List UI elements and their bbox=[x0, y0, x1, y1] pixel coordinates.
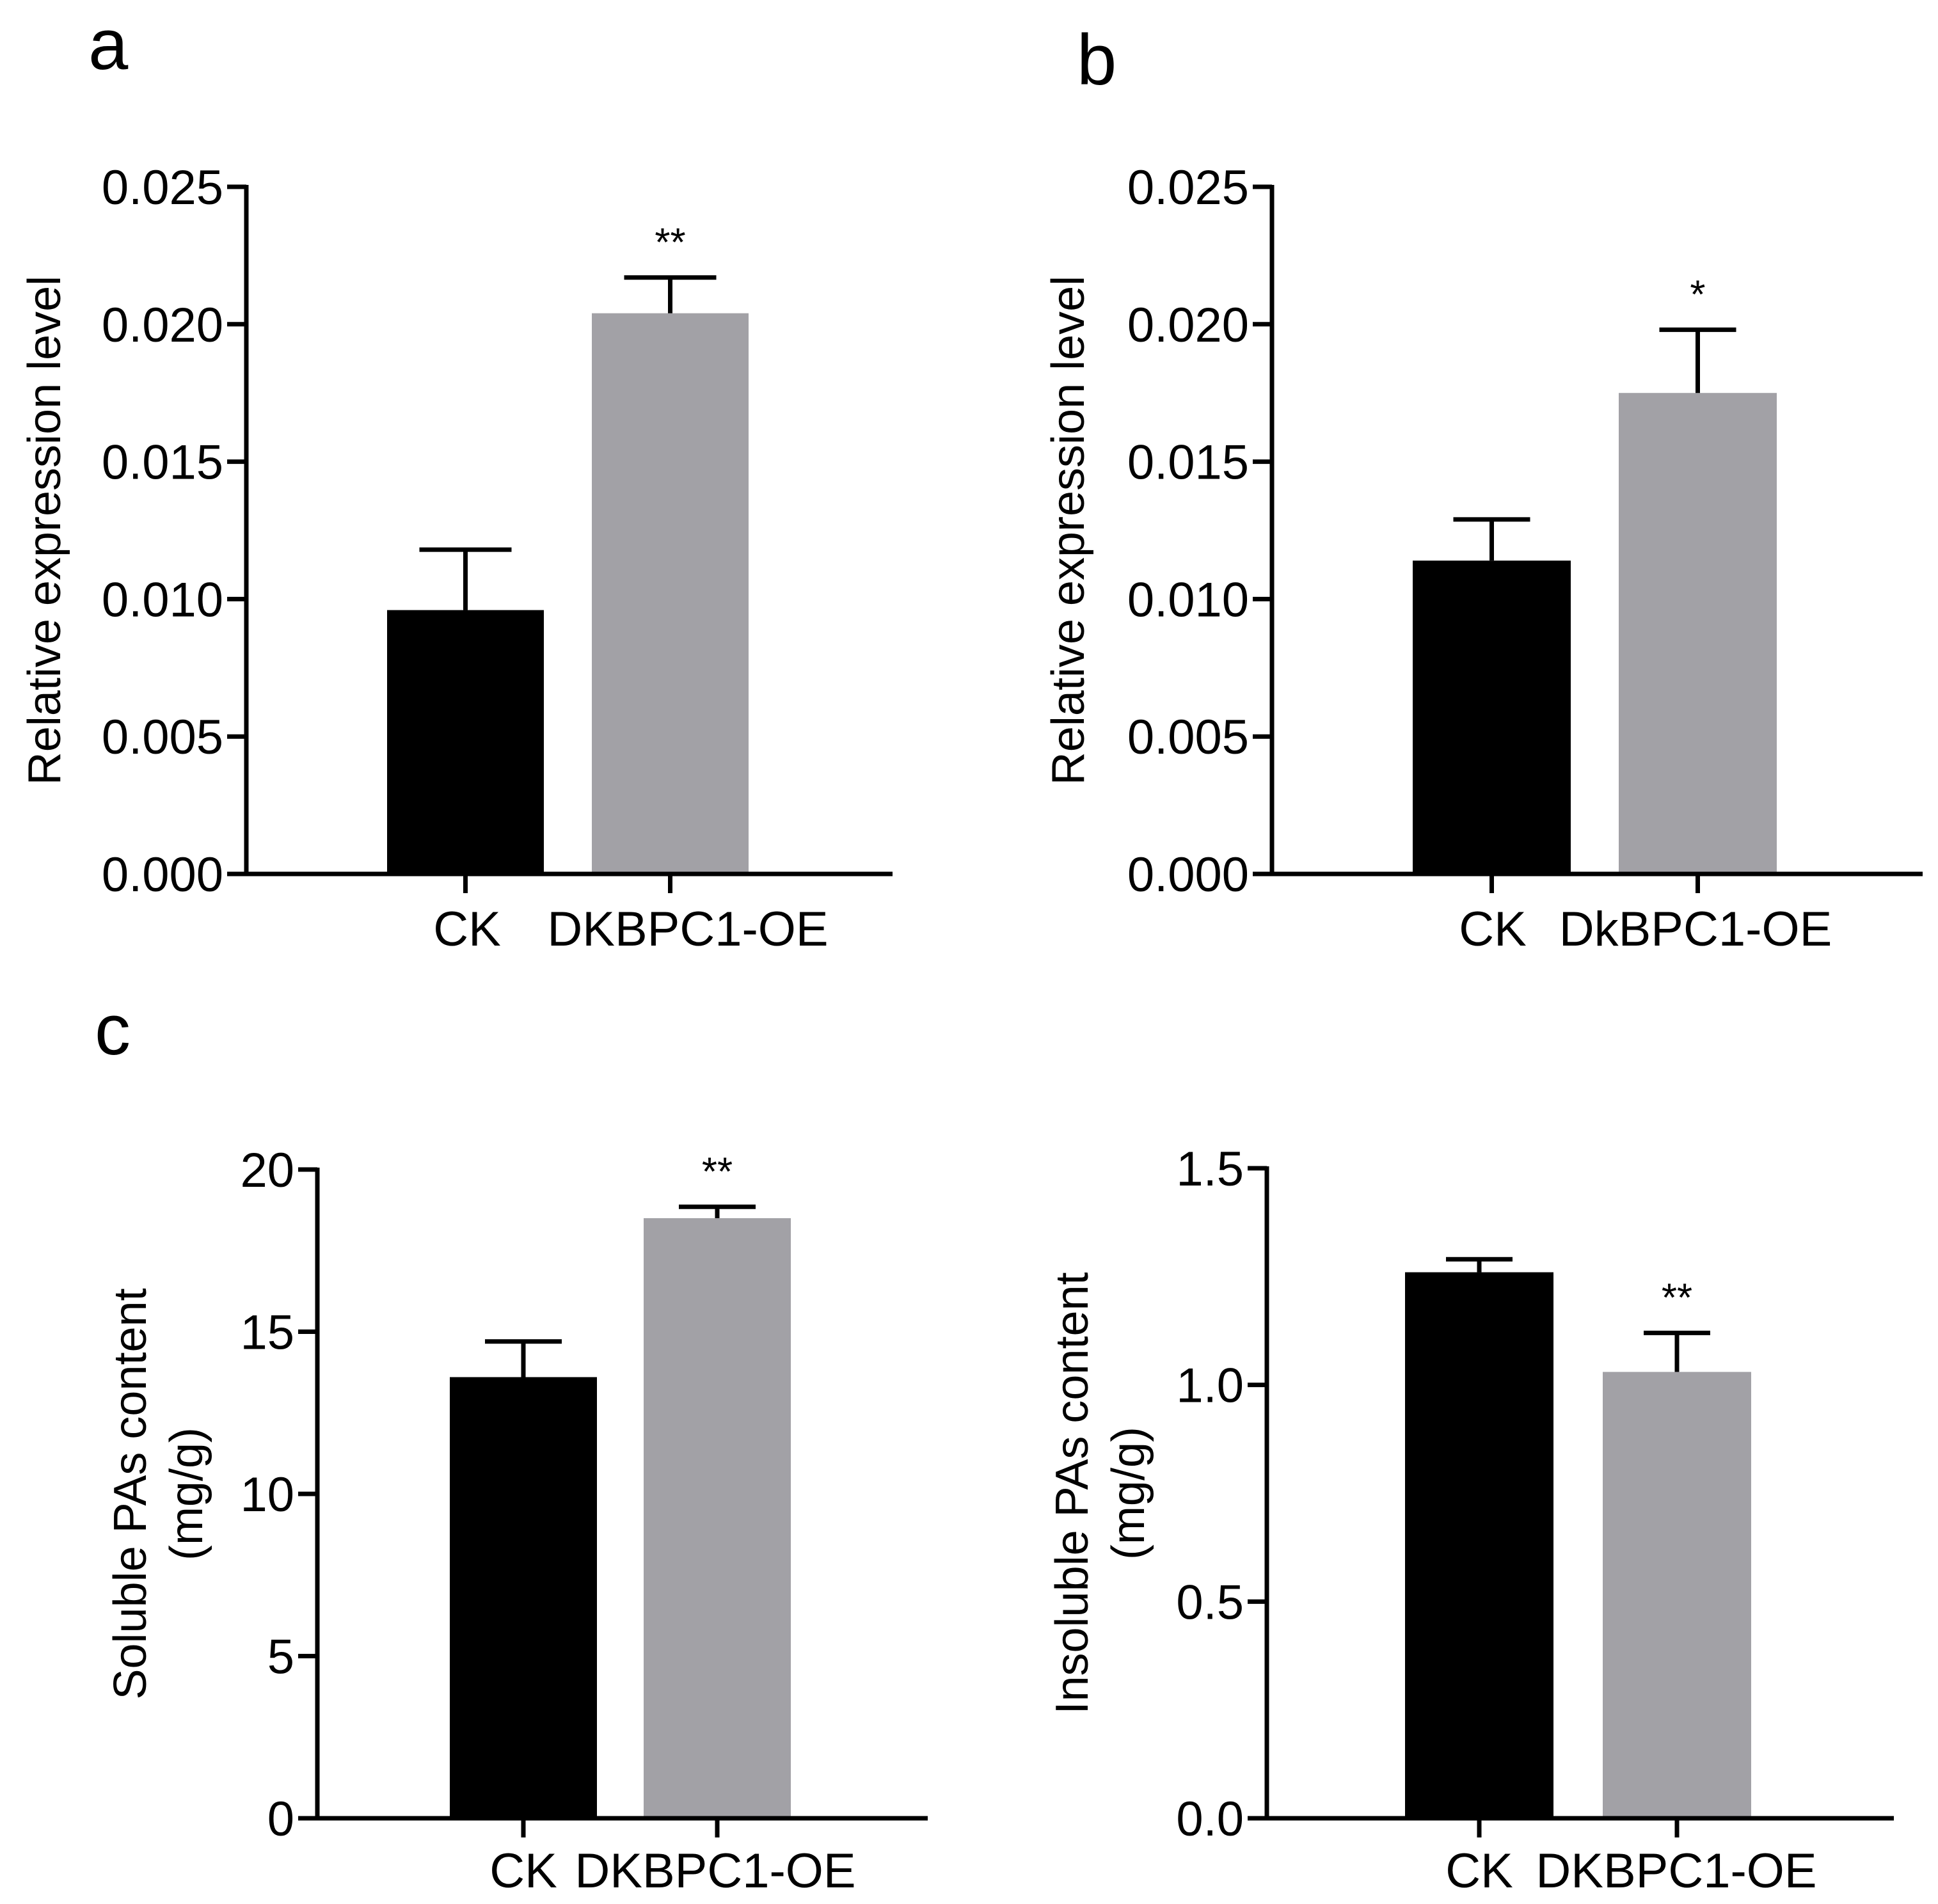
y-tick-label: 0.010 bbox=[1127, 573, 1249, 627]
panel-letter-a: a bbox=[88, 4, 129, 84]
significance-marker: * bbox=[1690, 273, 1705, 317]
category-label-ck: CK bbox=[1459, 902, 1527, 956]
bar-oe bbox=[1619, 393, 1777, 874]
chart-panel-b: * 0.000 0.005 0.010 0.015 0.020 0.025 CK DkBPC1-… bbox=[1043, 161, 1923, 956]
bar-oe bbox=[592, 313, 749, 875]
chart-panel-a: ** 0.000 0.005 0.010 0.015 0.020 0.025 CK DKBPC1… bbox=[19, 161, 893, 956]
y-tick-label: 0.000 bbox=[1127, 848, 1249, 902]
y-axis-title-line-1: (mg/g) bbox=[1103, 1427, 1154, 1560]
category-label-oe: DKBPC1-OE bbox=[547, 902, 828, 956]
y-tick-label: 0.000 bbox=[102, 848, 223, 902]
category-label-oe: DKBPC1-OE bbox=[575, 1844, 855, 1898]
y-tick-label: 0.5 bbox=[1176, 1575, 1244, 1630]
category-label-ck: CK bbox=[1445, 1844, 1513, 1898]
y-tick-label: 0.0 bbox=[1176, 1792, 1244, 1846]
y-tick-label: 1.5 bbox=[1176, 1142, 1244, 1196]
significance-marker: ** bbox=[655, 221, 685, 265]
bar-oe bbox=[1603, 1372, 1751, 1818]
y-tick-label: 0.005 bbox=[1127, 710, 1249, 765]
y-axis-title-line-1: (mg/g) bbox=[161, 1427, 212, 1560]
y-tick-label: 0.010 bbox=[102, 573, 223, 627]
bar-ck bbox=[387, 610, 544, 874]
bar-ck bbox=[1413, 560, 1571, 874]
y-tick-label: 5 bbox=[267, 1630, 294, 1685]
bar-oe bbox=[644, 1218, 791, 1818]
panel-letter-b: b bbox=[1077, 20, 1116, 100]
chart-panel-c-insoluble: ** 0.0 0.5 1.0 1.5 CK DKBPC1-OE Insoluble PAs c… bbox=[1047, 1142, 1894, 1898]
significance-marker: ** bbox=[702, 1150, 733, 1194]
y-tick-label: 20 bbox=[240, 1143, 294, 1198]
category-label-ck: CK bbox=[433, 902, 501, 956]
chart-panel-c-soluble: ** 0 5 10 15 20 CK DKBPC1-OE Soluble PAs content… bbox=[105, 1143, 928, 1898]
category-label-oe: DkBPC1-OE bbox=[1559, 902, 1832, 956]
category-label-ck: CK bbox=[489, 1844, 557, 1898]
y-tick-label: 0.020 bbox=[1127, 298, 1249, 353]
y-tick-label: 0 bbox=[267, 1792, 294, 1846]
y-tick-label: 0.025 bbox=[1127, 161, 1249, 215]
y-tick-label: 0.025 bbox=[102, 161, 223, 215]
category-label-oe: DKBPC1-OE bbox=[1536, 1844, 1816, 1898]
y-tick-label: 0.020 bbox=[102, 298, 223, 353]
y-tick-label: 0.015 bbox=[1127, 436, 1249, 490]
y-tick-label: 0.015 bbox=[102, 436, 223, 490]
y-tick-label: 1.0 bbox=[1176, 1359, 1244, 1413]
significance-marker: ** bbox=[1662, 1276, 1692, 1320]
bar-ck bbox=[1405, 1272, 1553, 1818]
y-axis-title: Relative expression level bbox=[1043, 276, 1094, 785]
y-axis-title-line-0: Insoluble PAs content bbox=[1047, 1272, 1098, 1714]
y-tick-label: 0.005 bbox=[102, 710, 223, 765]
panel-letter-c: c bbox=[95, 990, 131, 1070]
y-axis-title: Relative expression level bbox=[19, 276, 70, 785]
y-axis-title-line-0: Soluble PAs content bbox=[105, 1288, 156, 1699]
y-tick-label: 10 bbox=[240, 1468, 294, 1522]
bar-ck bbox=[450, 1377, 597, 1818]
y-tick-label: 15 bbox=[240, 1306, 294, 1360]
